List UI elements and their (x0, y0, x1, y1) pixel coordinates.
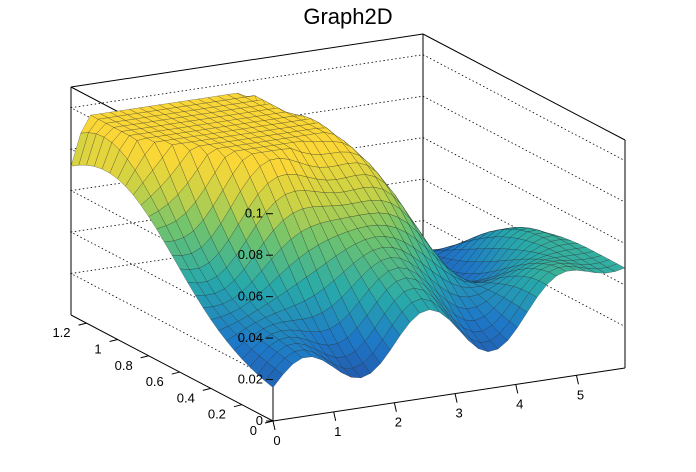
y-tick-label: 0.6 (146, 374, 164, 389)
chart-title: Graph2D (303, 4, 393, 29)
box-edge-left (70, 314, 274, 422)
y-tick-label: 0.8 (115, 358, 133, 373)
x-tick-label: 3 (455, 406, 462, 421)
y-tick-label: 0.4 (177, 390, 195, 405)
z-tick-label: 0.04 (238, 330, 263, 345)
z-tick-label: 0.06 (238, 289, 263, 304)
surface-cell (607, 263, 626, 272)
y-tick-label: 0 (250, 423, 257, 438)
surface-mesh (70, 92, 626, 388)
z-tick-label: 0.1 (245, 206, 263, 221)
y-tick-mark (78, 322, 87, 326)
x-tick-mark (575, 375, 579, 385)
box-edge-front (272, 367, 626, 422)
z-tick-label: 0 (256, 413, 263, 428)
x-tick-mark (333, 411, 337, 421)
x-tick-mark (393, 402, 397, 412)
x-tick-label: 0 (273, 433, 280, 448)
y-tick-label: 1 (94, 341, 101, 356)
x-tick-label: 5 (577, 387, 584, 402)
axis-ticks: 0 0.02 0.04 0.06 0.08 0.1 0 1 2 3 4 5 0 0.2 0.4 0.6 0.8 1… (52, 206, 584, 448)
y-tick-mark (140, 355, 149, 359)
z-tick-label: 0.02 (238, 372, 263, 387)
x-tick-mark (454, 393, 458, 403)
y-tick-mark (202, 387, 211, 391)
box-edge-top-back (70, 33, 424, 88)
x-tick-mark (272, 420, 276, 431)
x-tick-label: 1 (334, 424, 341, 439)
z-tick-label: 0.08 (238, 247, 263, 262)
x-tick-mark (515, 384, 519, 394)
y-tick-label: 1.2 (52, 325, 70, 340)
x-tick-label: 4 (516, 396, 523, 411)
x-tick-label: 2 (395, 415, 402, 430)
box-edge-top-right (422, 33, 626, 141)
y-tick-mark (109, 338, 118, 342)
y-tick-mark (171, 371, 180, 375)
y-tick-mark (233, 404, 243, 408)
y-tick-mark (264, 420, 274, 424)
y-tick-label: 0.2 (208, 407, 226, 422)
